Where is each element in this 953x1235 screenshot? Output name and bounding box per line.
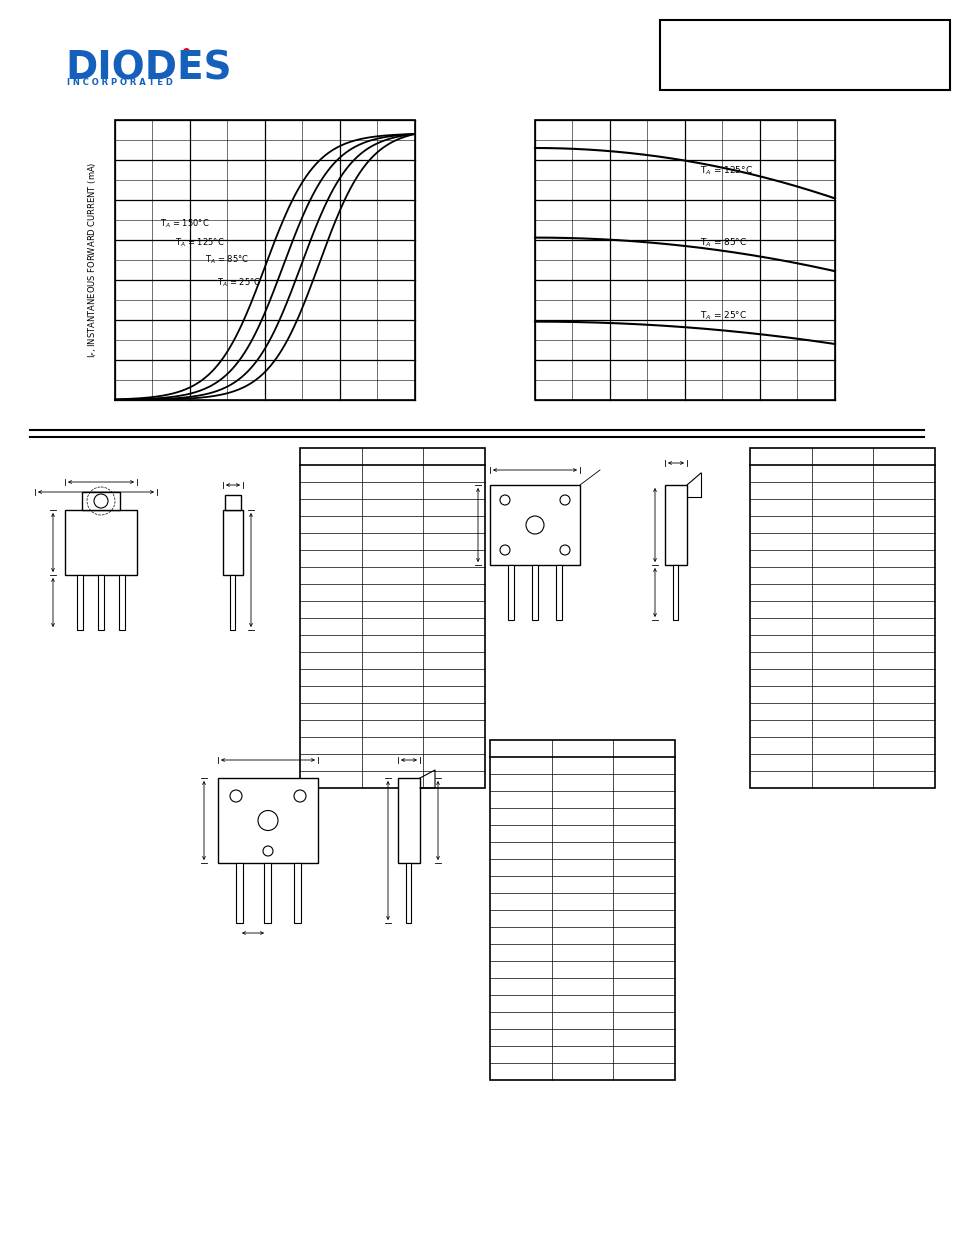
- Text: T$_A$ = 150°C: T$_A$ = 150°C: [160, 217, 210, 230]
- Bar: [218, 778, 317, 863]
- Text: I N C O R P O R A T E D: I N C O R P O R A T E D: [67, 78, 172, 86]
- Bar: [659, 20, 949, 90]
- Bar: [225, 495, 241, 510]
- Text: T$_A$ = 125°C: T$_A$ = 125°C: [174, 237, 224, 249]
- Text: T$_A$ = 85°C: T$_A$ = 85°C: [700, 237, 746, 249]
- Text: T$_A$ = 85°C: T$_A$ = 85°C: [205, 253, 249, 267]
- Bar: [299, 448, 484, 788]
- Text: T$_A$ = 25°C: T$_A$ = 25°C: [216, 277, 261, 289]
- Bar: [230, 576, 234, 630]
- Bar: [264, 863, 271, 923]
- Bar: [556, 564, 561, 620]
- Text: DIODES: DIODES: [65, 49, 232, 88]
- Bar: [77, 576, 83, 630]
- Text: T$_A$ = 25°C: T$_A$ = 25°C: [700, 310, 746, 322]
- Bar: [294, 863, 301, 923]
- Bar: [98, 576, 104, 630]
- Bar: [532, 564, 537, 620]
- Bar: [119, 576, 125, 630]
- Bar: [672, 564, 678, 620]
- Bar: [749, 448, 934, 788]
- Text: T$_A$ = 125°C: T$_A$ = 125°C: [700, 164, 752, 177]
- Bar: [235, 863, 243, 923]
- Text: I$_F$, INSTANTANEOUS FORWARD CURRENT (mA): I$_F$, INSTANTANEOUS FORWARD CURRENT (mA…: [87, 162, 99, 358]
- Bar: [507, 564, 514, 620]
- Bar: [397, 778, 419, 863]
- Bar: [490, 740, 675, 1079]
- Bar: [490, 485, 579, 564]
- Bar: [535, 120, 834, 400]
- Bar: [82, 492, 120, 510]
- Bar: [406, 863, 411, 923]
- Bar: [115, 120, 415, 400]
- Bar: [65, 510, 137, 576]
- Bar: [223, 510, 243, 576]
- Bar: [664, 485, 686, 564]
